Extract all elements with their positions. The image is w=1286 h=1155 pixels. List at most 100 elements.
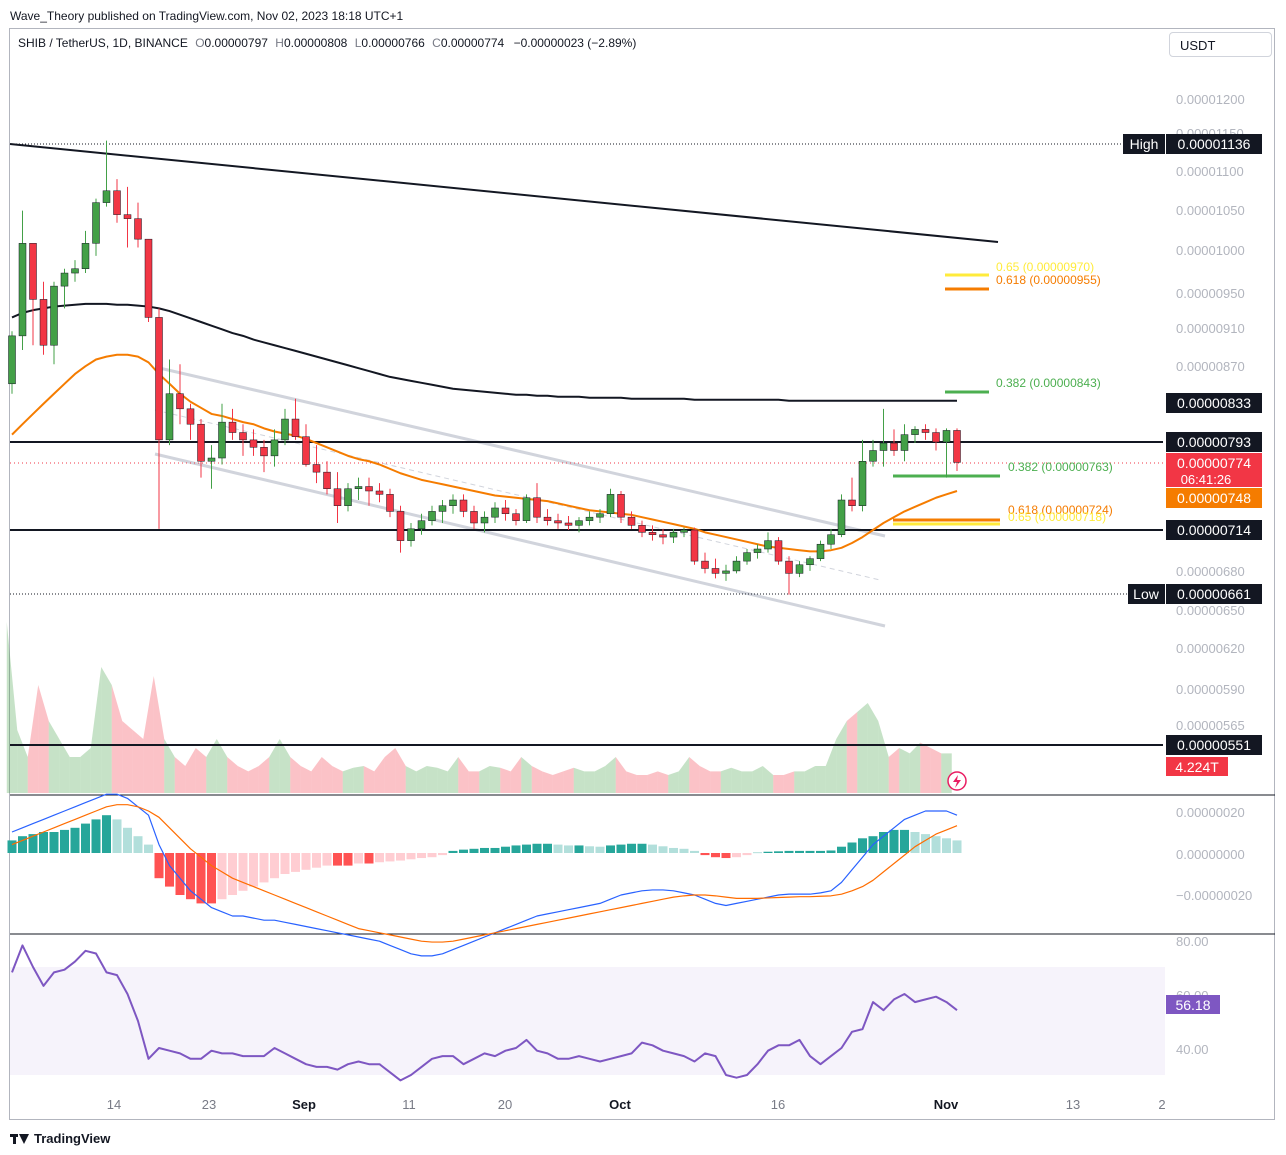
macd-histogram-bar <box>900 829 909 853</box>
candle-body <box>249 439 258 448</box>
macd-histogram-bar <box>585 846 594 853</box>
candle-body <box>470 511 478 524</box>
volume-bar <box>741 771 753 793</box>
candle-body <box>690 529 699 562</box>
volume-bar <box>615 757 627 793</box>
candle-body <box>176 393 184 410</box>
volume-bar <box>468 771 480 793</box>
macd-histogram-bar <box>816 850 825 853</box>
volume-bar <box>521 757 532 793</box>
volume-bar <box>38 685 49 793</box>
candle-body <box>123 214 132 219</box>
candle-body <box>911 429 919 435</box>
volume-bar <box>909 742 921 793</box>
macd-histogram-bar <box>91 819 101 853</box>
volume-bar <box>888 748 900 793</box>
candle-body <box>197 423 205 462</box>
candle-body <box>659 534 667 538</box>
candle-body <box>39 299 48 346</box>
low-label: L <box>354 36 362 50</box>
candle-body <box>354 486 363 490</box>
macd-histogram-bar <box>490 847 500 853</box>
candle-body <box>438 505 447 512</box>
symbol-name[interactable]: SHIB / TetherUS, 1D, BINANCE <box>18 36 188 50</box>
macd-histogram-bar <box>354 853 363 864</box>
macd-histogram-bar <box>39 832 48 853</box>
last-price-label: 0.00000774 <box>1177 455 1251 471</box>
candle-body <box>711 568 720 574</box>
macd-histogram-bar <box>259 853 269 883</box>
macd-histogram-bar <box>238 853 248 891</box>
time-axis-tick: Oct <box>609 1097 631 1112</box>
volume-bar <box>143 676 154 793</box>
candle-body <box>827 534 835 545</box>
macd-histogram-bar <box>952 840 962 853</box>
candle-body <box>848 499 856 506</box>
open-label: O <box>195 36 205 50</box>
volume-bar <box>899 748 910 793</box>
macd-histogram-bar <box>480 847 489 853</box>
candle-body <box>333 488 342 506</box>
volume-bar <box>374 757 385 793</box>
candle-body <box>533 497 541 518</box>
volume-bar <box>647 771 658 793</box>
price-axis-tick: 0.00000650 <box>1176 603 1245 618</box>
macd-histogram-bar <box>165 853 174 887</box>
ema-price-label: 0.00000748 <box>1177 490 1251 506</box>
candle-body <box>323 471 331 490</box>
volume-bar <box>657 771 669 793</box>
volume-bar <box>626 771 637 793</box>
macd-histogram-bar <box>732 853 741 858</box>
fib-level-label: 0.382 (0.00000763) <box>1008 460 1113 474</box>
macd-histogram-bar <box>543 843 552 853</box>
macd-histogram-bar <box>196 853 206 904</box>
macd-axis-tick: 0.00000000 <box>1176 847 1245 862</box>
fib-level-label: 0.65 (0.00000718) <box>1008 510 1106 524</box>
candle-body <box>596 513 604 518</box>
candle-body <box>375 490 384 495</box>
fib-level-label: 0.618 (0.00000724) <box>1008 503 1113 517</box>
volume-bar <box>867 703 879 793</box>
channel-mid-line <box>154 409 881 581</box>
last-price-bg <box>1166 453 1262 487</box>
tradingview-brand: TradingView <box>34 1131 111 1146</box>
macd-histogram-bar <box>837 846 846 853</box>
macd-histogram-bar <box>795 850 804 853</box>
macd-histogram-bar <box>175 853 185 895</box>
candle-body <box>428 511 436 521</box>
close-label: C <box>432 36 441 50</box>
high-label: H <box>275 36 284 50</box>
volume-bar <box>122 721 133 793</box>
macd-histogram-bar <box>879 832 888 853</box>
volume-bar <box>332 766 343 793</box>
volume-bar <box>584 771 595 793</box>
candle-body <box>722 570 730 574</box>
candle-body <box>806 558 814 566</box>
candle-body <box>291 418 300 437</box>
time-axis-tick: 20 <box>498 1097 512 1112</box>
volume-bar <box>59 739 70 793</box>
candle-body <box>228 421 237 433</box>
volume-bar <box>269 739 280 793</box>
macd-histogram-bar <box>417 853 426 859</box>
time-axis-tick: 23 <box>202 1097 216 1112</box>
currency-selector[interactable]: USDT <box>1169 32 1272 57</box>
candle-body <box>701 560 709 569</box>
macd-histogram-bar <box>385 853 395 862</box>
high-value: 0.00000808 <box>283 36 348 50</box>
candle-body <box>669 532 678 538</box>
volume-bar <box>752 766 763 793</box>
volume-bar <box>678 757 690 793</box>
channel-upper-line <box>154 365 886 538</box>
price-axis-tick: 0.00000870 <box>1176 359 1245 374</box>
volume-bar <box>153 676 165 793</box>
signal-line <box>11 804 958 943</box>
macd-histogram-bar <box>28 834 38 853</box>
macd-line <box>11 793 958 957</box>
macd-histogram-bar <box>144 844 153 853</box>
volume-bar <box>290 757 301 793</box>
fib-level-label: 0.382 (0.00000843) <box>996 376 1101 390</box>
macd-histogram-bar <box>637 843 647 853</box>
time-axis-tick: 13 <box>1066 1097 1080 1112</box>
